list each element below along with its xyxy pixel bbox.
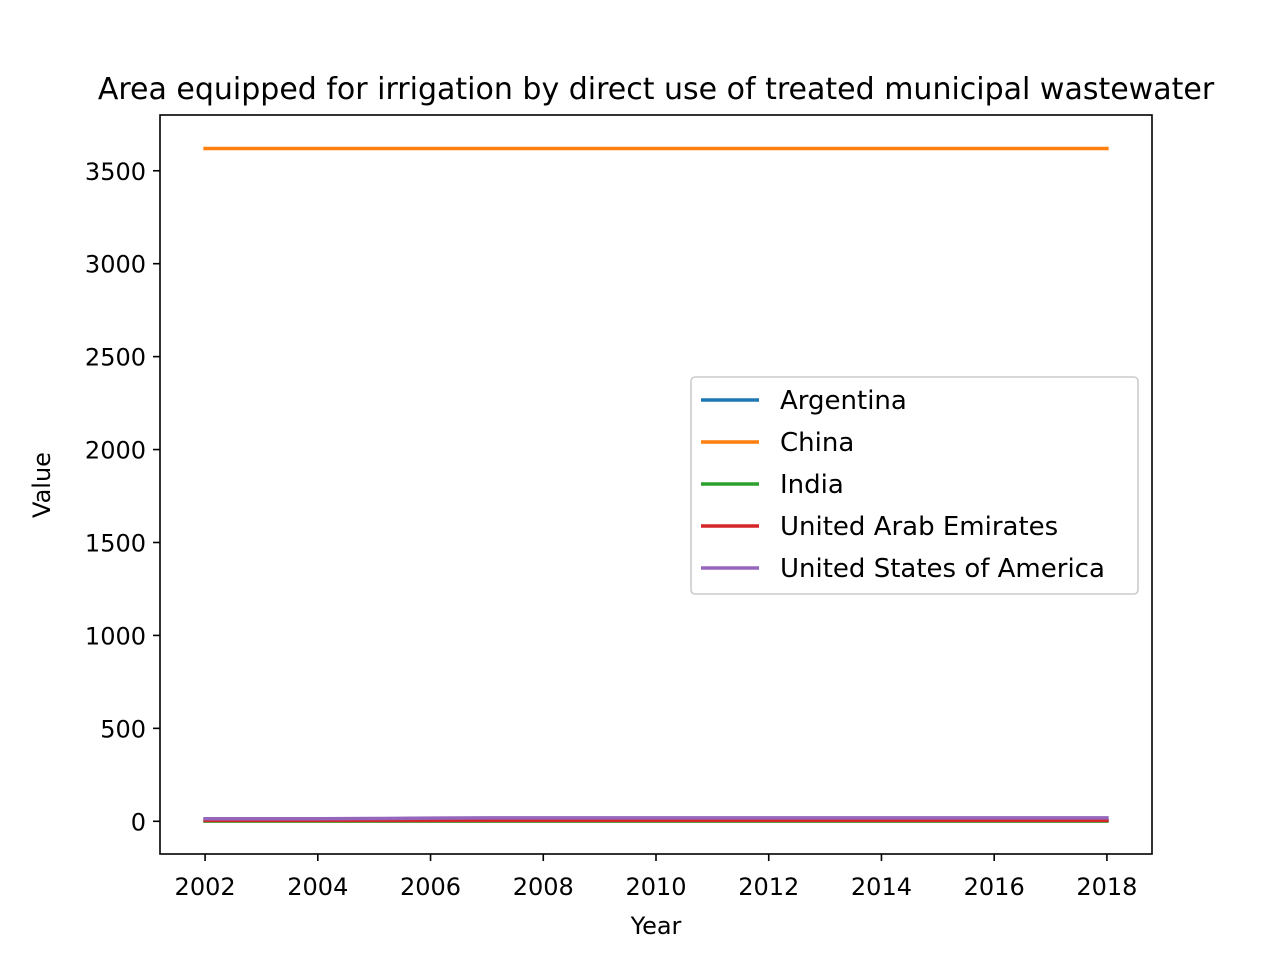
chart-title: Area equipped for irrigation by direct u…	[98, 72, 1215, 107]
series-line-4	[203, 816, 1109, 821]
x-tick-label: 2010	[625, 873, 686, 901]
legend-box	[690, 376, 1139, 595]
x-axis-label: Year	[630, 912, 682, 940]
legend-label-1: China	[780, 428, 854, 458]
y-tick-label: 500	[100, 715, 146, 743]
y-tick-label: 2000	[85, 437, 146, 465]
x-tick-label: 2016	[964, 873, 1025, 901]
x-tick-label: 2004	[287, 873, 348, 901]
y-tick-label: 1000	[85, 622, 146, 650]
x-tick-label: 2014	[851, 873, 912, 901]
y-axis-label: Value	[28, 452, 56, 518]
x-tick-label: 2008	[513, 873, 574, 901]
legend: Argentina China India United Arab Emirates U…	[690, 376, 1139, 595]
x-tick-label: 2018	[1076, 873, 1137, 901]
x-tick-label: 2012	[738, 873, 799, 901]
legend-label-2: India	[780, 470, 844, 500]
y-tick-label: 1500	[85, 529, 146, 557]
legend-items: Argentina China India United Arab Emirates U…	[701, 386, 1105, 584]
x-tick-label: 2006	[400, 873, 461, 901]
y-tick-label: 2500	[85, 344, 146, 372]
y-tick-label: 3500	[85, 158, 146, 186]
y-tick-label: 0	[131, 808, 146, 836]
y-axis: 0 500 1000 1500 2000 2500 3000 3500	[85, 158, 160, 836]
series-layer	[203, 146, 1109, 823]
legend-label-0: Argentina	[780, 386, 907, 416]
x-tick-label: 2002	[175, 873, 236, 901]
y-tick-label: 3000	[85, 251, 146, 279]
legend-label-3: United Arab Emirates	[780, 512, 1058, 542]
x-axis: 2002 2004 2006 2008 2010 2012 2014 2016 2018	[175, 854, 1137, 901]
legend-label-4: United States of America	[780, 554, 1105, 584]
